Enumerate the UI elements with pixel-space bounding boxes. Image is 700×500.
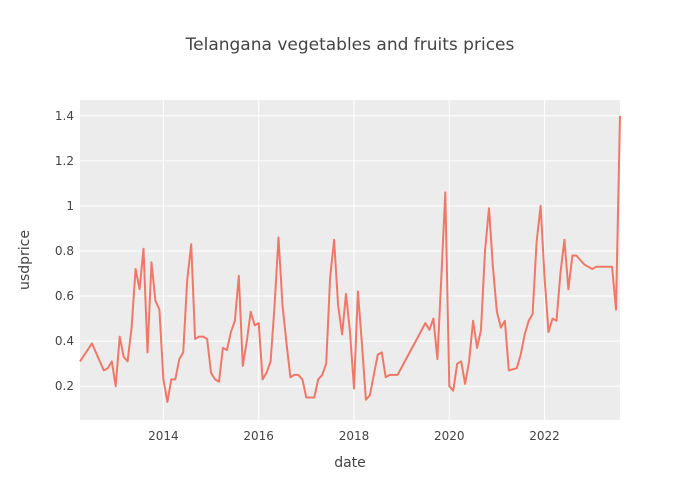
x-tick-label: 2018	[339, 429, 370, 443]
x-tick-label: 2014	[148, 429, 179, 443]
y-tick-label: 1.4	[55, 109, 74, 123]
y-tick-label: 0.2	[55, 379, 74, 393]
series-line	[79, 115, 621, 403]
y-tick-label: 0.6	[55, 289, 74, 303]
y-tick-label: 0.8	[55, 244, 74, 258]
y-tick-label: 1	[66, 199, 74, 213]
series-layer	[79, 115, 621, 403]
y-tick-label: 1.2	[55, 154, 74, 168]
x-tick-label: 2016	[243, 429, 274, 443]
y-gridlines	[80, 115, 620, 387]
x-axis-label: date	[334, 455, 366, 471]
y-tick-label: 0.4	[55, 334, 74, 348]
x-tick-labels: 2014 2016 2018 2020 2022	[148, 429, 560, 443]
plot-area	[80, 100, 620, 420]
x-tick-label: 2020	[434, 429, 465, 443]
chart-title: Telangana vegetables and fruits prices	[185, 35, 515, 55]
x-tick-label: 2022	[529, 429, 560, 443]
y-axis-label: usdprice	[17, 230, 33, 290]
y-tick-labels: 0.2 0.4 0.6 0.8 1 1.2 1.4	[55, 109, 74, 393]
